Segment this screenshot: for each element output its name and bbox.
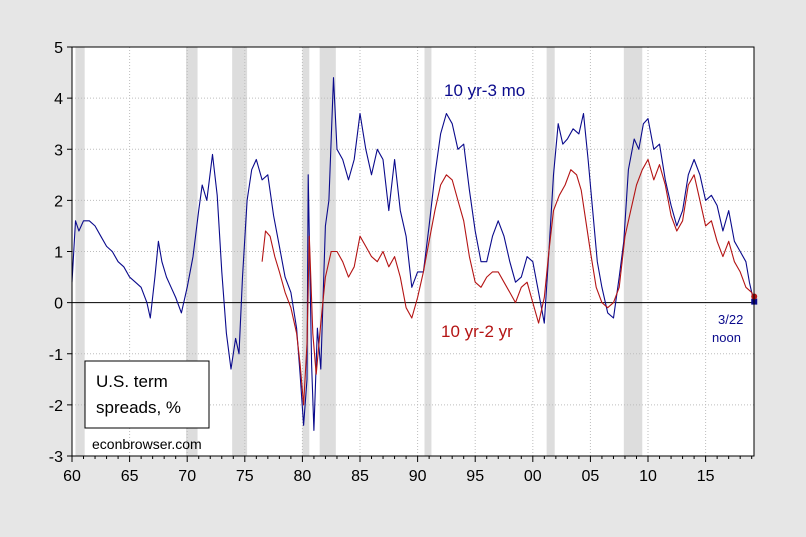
recession-band-0 xyxy=(75,47,85,456)
x-tick-label-4: 80 xyxy=(294,468,312,485)
y-tick-label-6: 3 xyxy=(54,142,63,159)
x-tick-label-11: 15 xyxy=(697,468,715,485)
y-tick-label-8: 5 xyxy=(54,40,63,57)
series-line-1 xyxy=(261,158,754,406)
legend-box xyxy=(84,360,210,429)
x-tick-label-5: 85 xyxy=(351,468,369,485)
x-tick-label-6: 90 xyxy=(409,468,427,485)
x-tick-label-1: 65 xyxy=(121,468,139,485)
series-label-10yr-2yr: 10 yr-2 yr xyxy=(441,322,513,341)
y-tick-label-5: 2 xyxy=(54,193,63,210)
x-tick-label-2: 70 xyxy=(178,468,196,485)
recession-band-3 xyxy=(302,47,310,456)
x-tick-label-8: 00 xyxy=(524,468,542,485)
legend-box-line1: U.S. term xyxy=(96,372,168,391)
y-tick-label-1: -2 xyxy=(49,398,63,415)
x-tick-label-3: 75 xyxy=(236,468,254,485)
date-note-line2: noon xyxy=(712,330,741,345)
axes: -3 -2 -1 0 1 2 3 4 5 60 65 70 75 80 85 90 95 00 05 10 15 xyxy=(49,40,753,485)
legend-box-line2: spreads, % xyxy=(96,398,181,417)
y-tick-label-3: 0 xyxy=(54,296,63,313)
recession-band-5 xyxy=(424,47,432,456)
x-tick-label-10: 10 xyxy=(639,468,657,485)
x-tick-label-7: 95 xyxy=(466,468,484,485)
recession-band-6 xyxy=(546,47,555,456)
y-tick-label-7: 4 xyxy=(54,91,63,108)
credit-text: econbrowser.com xyxy=(92,436,202,452)
recession-band-1 xyxy=(186,47,198,456)
y-tick-label-4: 1 xyxy=(54,245,63,262)
series-line-0 xyxy=(71,77,754,431)
y-tick-label-0: -3 xyxy=(49,449,63,466)
x-tick-label-9: 05 xyxy=(582,468,600,485)
date-note-line1: 3/22 xyxy=(718,312,743,327)
series-label-10yr-3mo: 10 yr-3 mo xyxy=(444,81,525,100)
y-tick-label-2: -1 xyxy=(49,347,63,364)
x-tick-label-0: 60 xyxy=(63,468,81,485)
